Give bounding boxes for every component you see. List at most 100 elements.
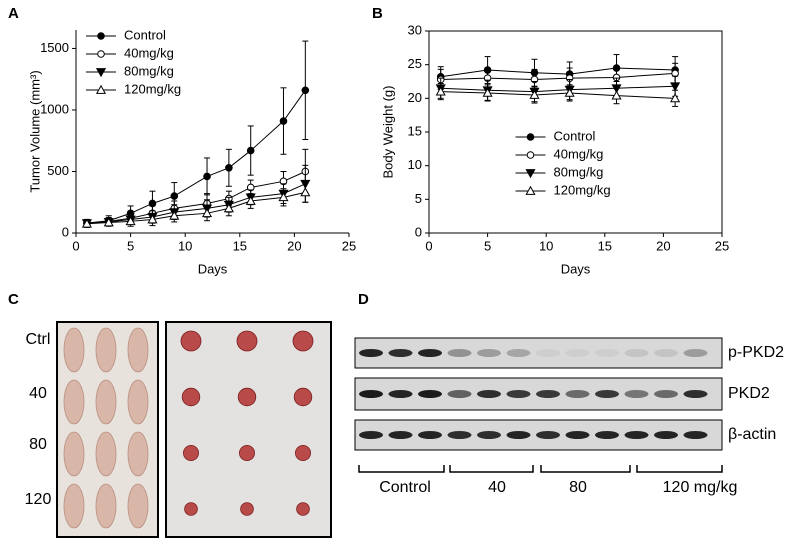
- blot-band: [536, 431, 560, 439]
- mouse: [95, 431, 117, 477]
- data-point: [103, 217, 114, 227]
- mouse: [63, 379, 85, 425]
- data-point: [670, 82, 681, 92]
- group-label: 120 mg/kg: [663, 479, 738, 496]
- x-tick-label: 10: [539, 238, 553, 253]
- tumor-photo: [165, 321, 332, 538]
- tumor: [182, 444, 199, 461]
- data-point: [278, 192, 289, 202]
- y-tick-label: 15: [408, 123, 422, 138]
- x-tick-label: 15: [598, 238, 612, 253]
- data-point: [81, 218, 92, 228]
- blot-band: [388, 349, 413, 357]
- blot-band: [477, 390, 501, 398]
- blot-band: [477, 349, 501, 357]
- data-point: [203, 172, 211, 181]
- blot-band: [447, 349, 472, 357]
- mouse: [95, 327, 117, 373]
- panel-label: D: [358, 291, 369, 308]
- tumor: [184, 502, 198, 516]
- legend-marker: [97, 50, 105, 58]
- group-label: 40: [488, 479, 506, 496]
- row-label: 120: [25, 491, 52, 508]
- tumor: [292, 330, 314, 352]
- blot-band: [595, 390, 619, 398]
- x-axis-label: Days: [561, 261, 591, 276]
- y-tick-label: 1500: [40, 40, 69, 55]
- tumor: [237, 387, 257, 407]
- legend-marker: [525, 169, 536, 179]
- legend-marker: [526, 151, 535, 159]
- blot-band: [624, 431, 649, 439]
- blot-band: [359, 349, 383, 357]
- blot-band: [359, 431, 383, 439]
- tumor: [294, 444, 311, 461]
- panel-label: B: [372, 5, 383, 22]
- band-label: PKD2: [728, 385, 770, 402]
- data-point: [279, 117, 288, 125]
- mouse: [63, 431, 85, 477]
- y-axis-label: Tumor Volume (mm³): [27, 70, 42, 192]
- x-tick-label: 20: [287, 238, 301, 253]
- x-tick-label: 5: [127, 238, 134, 253]
- tumor: [181, 387, 201, 407]
- x-tick-label: 0: [425, 238, 432, 253]
- tumor: [180, 330, 202, 352]
- series-line: [86, 89, 306, 224]
- blot-band: [565, 349, 590, 357]
- mouse: [95, 483, 117, 529]
- blot-band: [388, 390, 413, 398]
- legend-marker: [95, 68, 107, 78]
- panel-label: A: [8, 5, 19, 22]
- tumor: [296, 502, 310, 516]
- blot-band: [624, 390, 649, 398]
- y-tick-label: 30: [408, 22, 422, 37]
- data-point: [223, 203, 234, 213]
- x-axis-label: Days: [198, 261, 228, 276]
- data-point: [169, 210, 180, 220]
- data-point: [301, 86, 310, 95]
- legend-label: 40mg/kg: [124, 45, 174, 60]
- y-tick-label: 500: [47, 163, 69, 178]
- series-line: [440, 91, 676, 99]
- panel-label: C: [8, 291, 19, 308]
- blot-band: [359, 390, 383, 398]
- group-label: Control: [379, 479, 431, 496]
- legend-marker: [526, 133, 535, 141]
- data-point: [201, 208, 213, 218]
- blot-band: [418, 431, 442, 439]
- series-line: [86, 191, 306, 225]
- row-label: 80: [29, 436, 47, 453]
- mouse: [127, 483, 149, 529]
- mouse: [127, 379, 149, 425]
- blot-band: [654, 431, 678, 439]
- blot-band: [683, 390, 708, 398]
- tumor: [293, 387, 313, 407]
- data-point: [564, 87, 575, 97]
- data-point: [482, 87, 493, 97]
- legend-marker: [525, 185, 536, 195]
- x-tick-label: 25: [342, 238, 356, 253]
- blot-band: [536, 390, 560, 398]
- series-line: [86, 171, 306, 224]
- legend-label: 120mg/kg: [124, 81, 181, 96]
- mouse: [63, 327, 85, 373]
- x-tick-label: 10: [178, 238, 192, 253]
- blot-band: [447, 431, 472, 439]
- blot-band: [388, 431, 413, 439]
- legend-label: 80mg/kg: [124, 63, 174, 78]
- tumor: [236, 330, 258, 352]
- x-tick-label: 25: [715, 238, 729, 253]
- tumor: [238, 444, 255, 461]
- y-tick-label: 0: [415, 224, 422, 239]
- blot-band: [683, 349, 708, 357]
- series-line: [86, 183, 306, 224]
- group-label: 80: [569, 479, 587, 496]
- blot-band: [418, 390, 442, 398]
- blot-band: [595, 349, 619, 357]
- data-point: [125, 216, 136, 226]
- x-tick-label: 15: [233, 238, 247, 253]
- y-tick-label: 20: [408, 90, 422, 105]
- blot-strip: [354, 337, 723, 369]
- blot-band: [477, 431, 501, 439]
